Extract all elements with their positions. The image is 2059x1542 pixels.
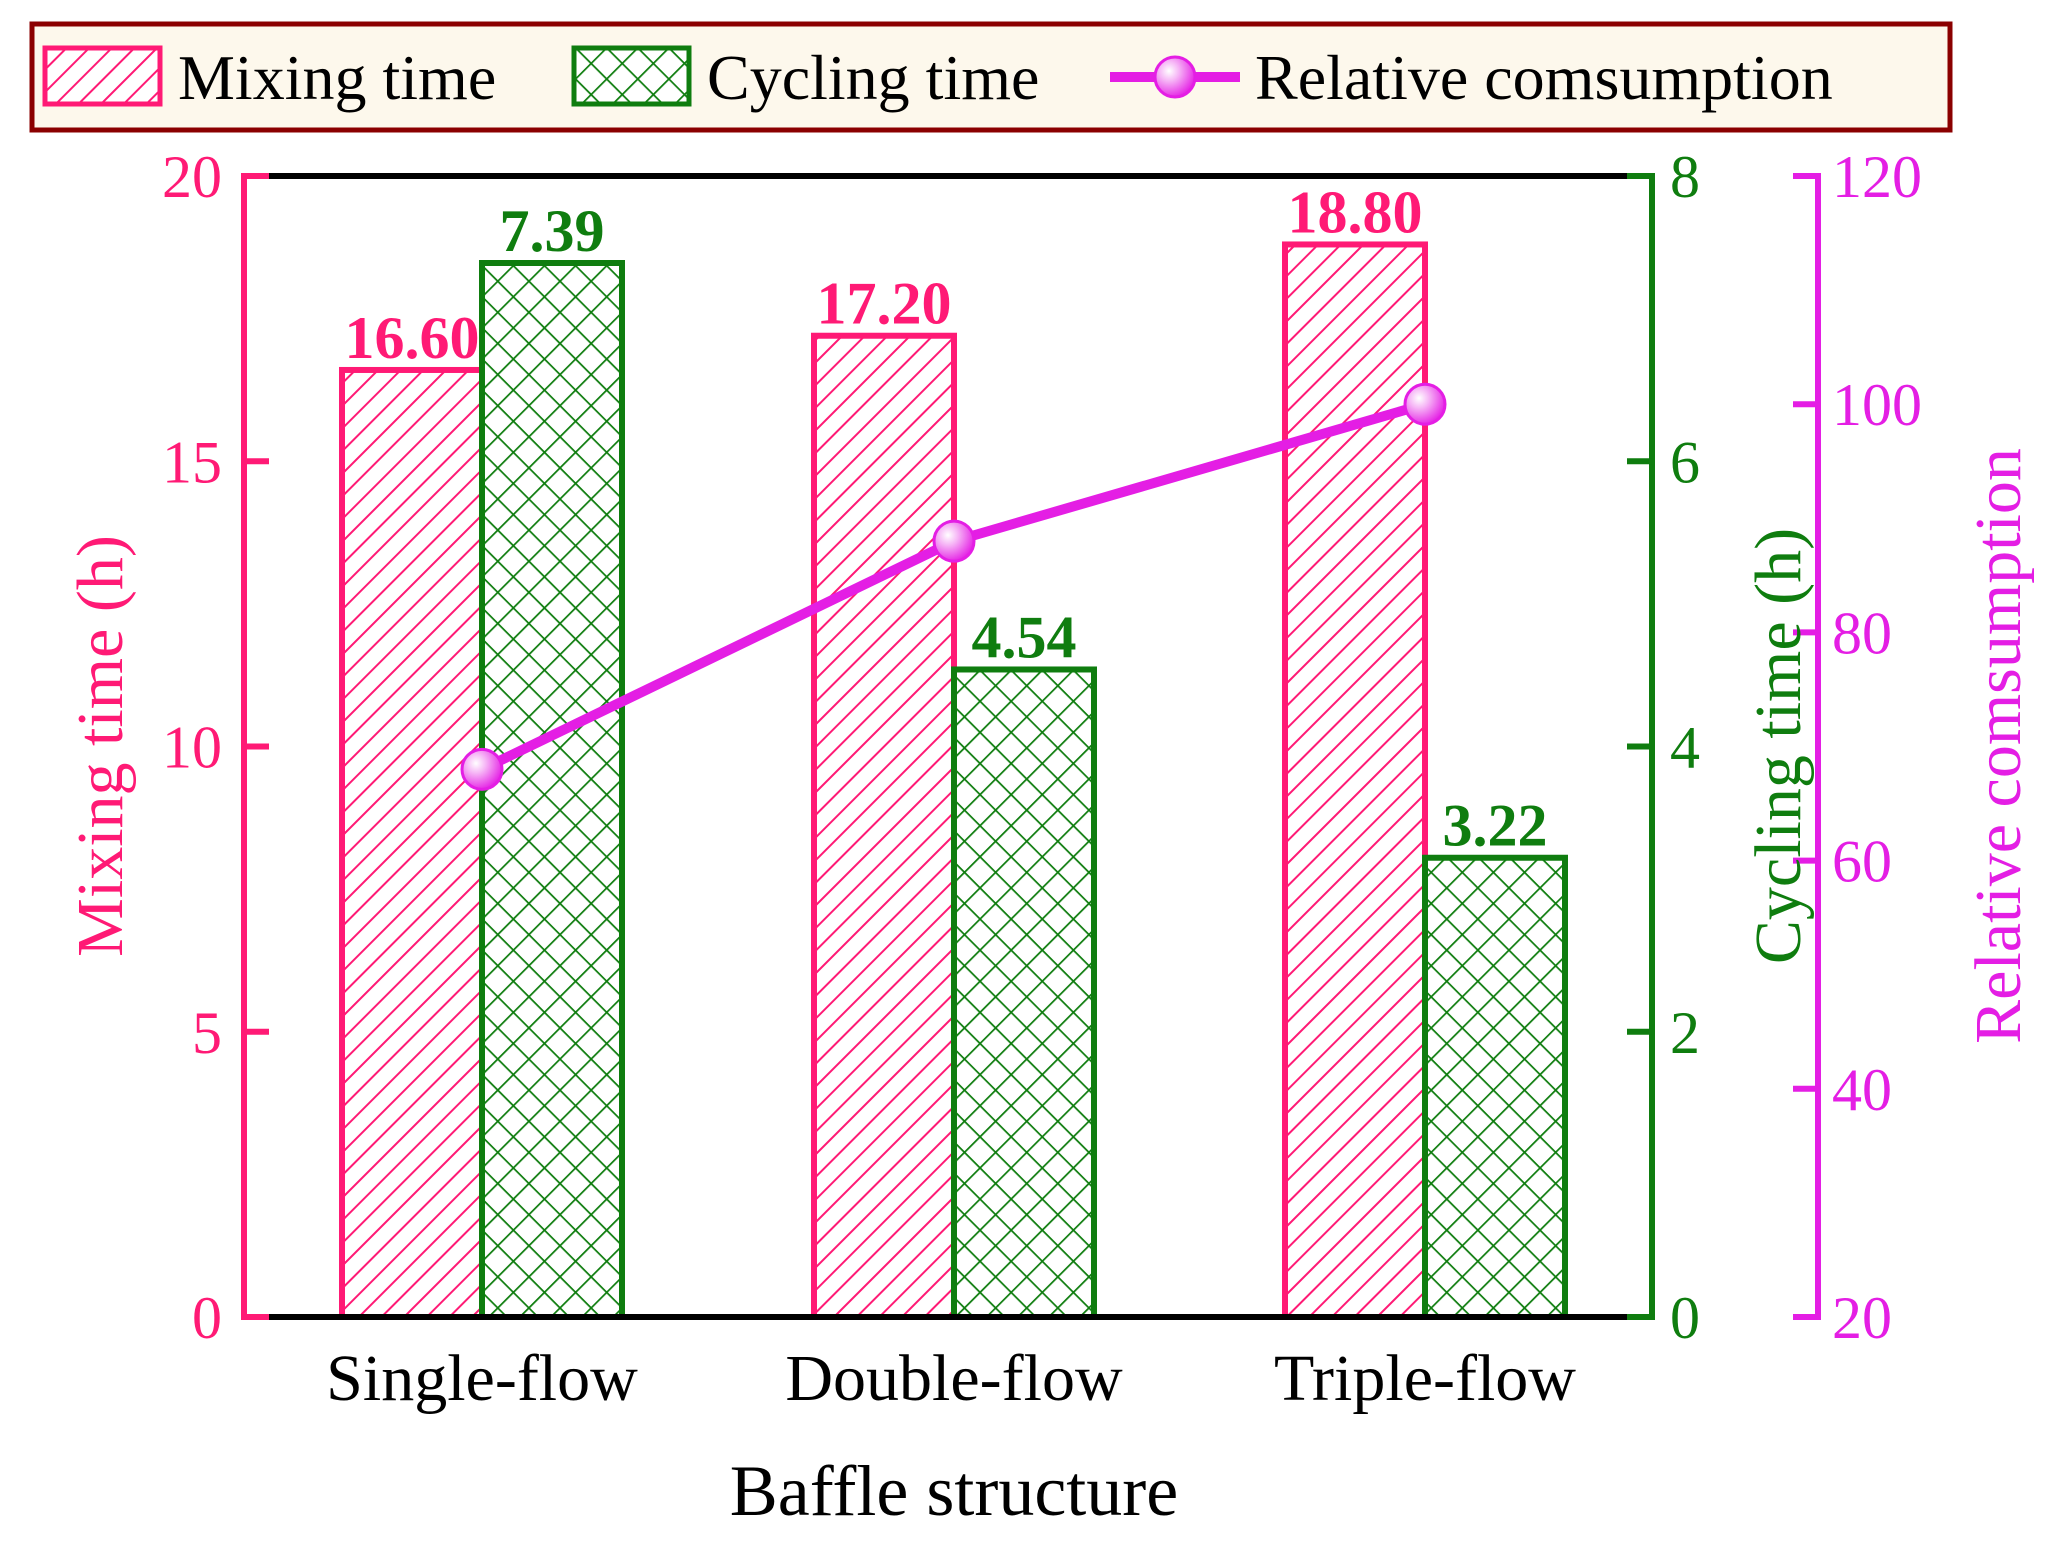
right-cycling-tick-label: 8 (1670, 144, 1700, 210)
right-y-axis-relative: 20 40 60 80 100 120 (1793, 144, 1922, 1351)
right-y-axis-cycling: 0 2 4 6 8 (1627, 144, 1700, 1351)
data-label-mixing-time: 18.80 (1288, 179, 1423, 245)
data-label-cycling-time: 4.54 (972, 604, 1077, 670)
legend-swatch-mixing-time (42, 45, 163, 107)
data-label-cycling-time: 7.39 (500, 198, 605, 264)
bar-mixing-time-single-flow (339, 366, 485, 1321)
left-tick-label: 20 (162, 144, 222, 210)
data-label-cycling-time: 3.22 (1443, 793, 1548, 859)
relative-comsumption-point-triple-flow (1403, 382, 1447, 426)
left-tick-label: 5 (192, 1000, 222, 1066)
x-category-label: Triple-flow (1274, 1342, 1576, 1415)
right-axis-cycling-title: Cycling time (h) (1742, 528, 1815, 964)
relative-comsumption-point-double-flow (932, 519, 976, 563)
legend-marker-relative-comsumption (1153, 55, 1197, 99)
right-relative-tick-label: 60 (1832, 829, 1892, 895)
legend: Mixing time Cycling time Relative comsum… (29, 21, 1953, 133)
right-cycling-tick-label: 0 (1670, 1285, 1700, 1351)
left-tick-label: 10 (162, 715, 222, 781)
left-tick-label: 0 (192, 1285, 222, 1351)
bar-mixing-time-double-flow (811, 332, 957, 1320)
right-relative-tick-label: 20 (1832, 1285, 1892, 1351)
bar-mixing-time-triple-flow (1282, 241, 1428, 1321)
legend-box (29, 21, 1953, 133)
right-relative-tick-label: 80 (1832, 600, 1892, 666)
bar-cycling-time-triple-flow (1422, 854, 1568, 1320)
right-cycling-tick-label: 6 (1670, 429, 1700, 495)
legend-label-cycling-time: Cycling time (707, 42, 1039, 113)
data-label-mixing-time: 16.60 (345, 305, 480, 371)
x-category-label: Single-flow (326, 1342, 638, 1415)
data-label-mixing-time: 17.20 (817, 271, 952, 337)
left-tick-label: 15 (162, 429, 222, 495)
legend-swatch-cycling-time (571, 45, 692, 107)
right-cycling-tick-label: 2 (1670, 1000, 1700, 1066)
right-axis-relative-title: Relative comsumption (1962, 448, 2035, 1044)
bars-group (339, 241, 1568, 1321)
legend-label-relative-comsumption: Relative comsumption (1255, 42, 1833, 113)
bar-cycling-time-single-flow (479, 260, 625, 1321)
right-relative-tick-label: 100 (1832, 372, 1922, 438)
right-relative-tick-label: 40 (1832, 1057, 1892, 1123)
x-category-label: Double-flow (785, 1342, 1123, 1415)
x-axis-title: Baffle structure (730, 1451, 1179, 1531)
left-axis-title: Mixing time (h) (64, 535, 137, 957)
relative-comsumption-series (460, 382, 1447, 791)
right-cycling-tick-label: 4 (1670, 715, 1700, 781)
data-labels-group: 16.60 17.20 18.80 7.39 4.54 3.22 (345, 179, 1548, 858)
bar-cycling-time-double-flow (951, 666, 1097, 1320)
relative-comsumption-point-single-flow (460, 747, 504, 791)
legend-label-mixing-time: Mixing time (178, 42, 496, 113)
left-y-axis: 0 5 10 15 20 (162, 144, 269, 1351)
right-relative-tick-label: 120 (1832, 144, 1922, 210)
